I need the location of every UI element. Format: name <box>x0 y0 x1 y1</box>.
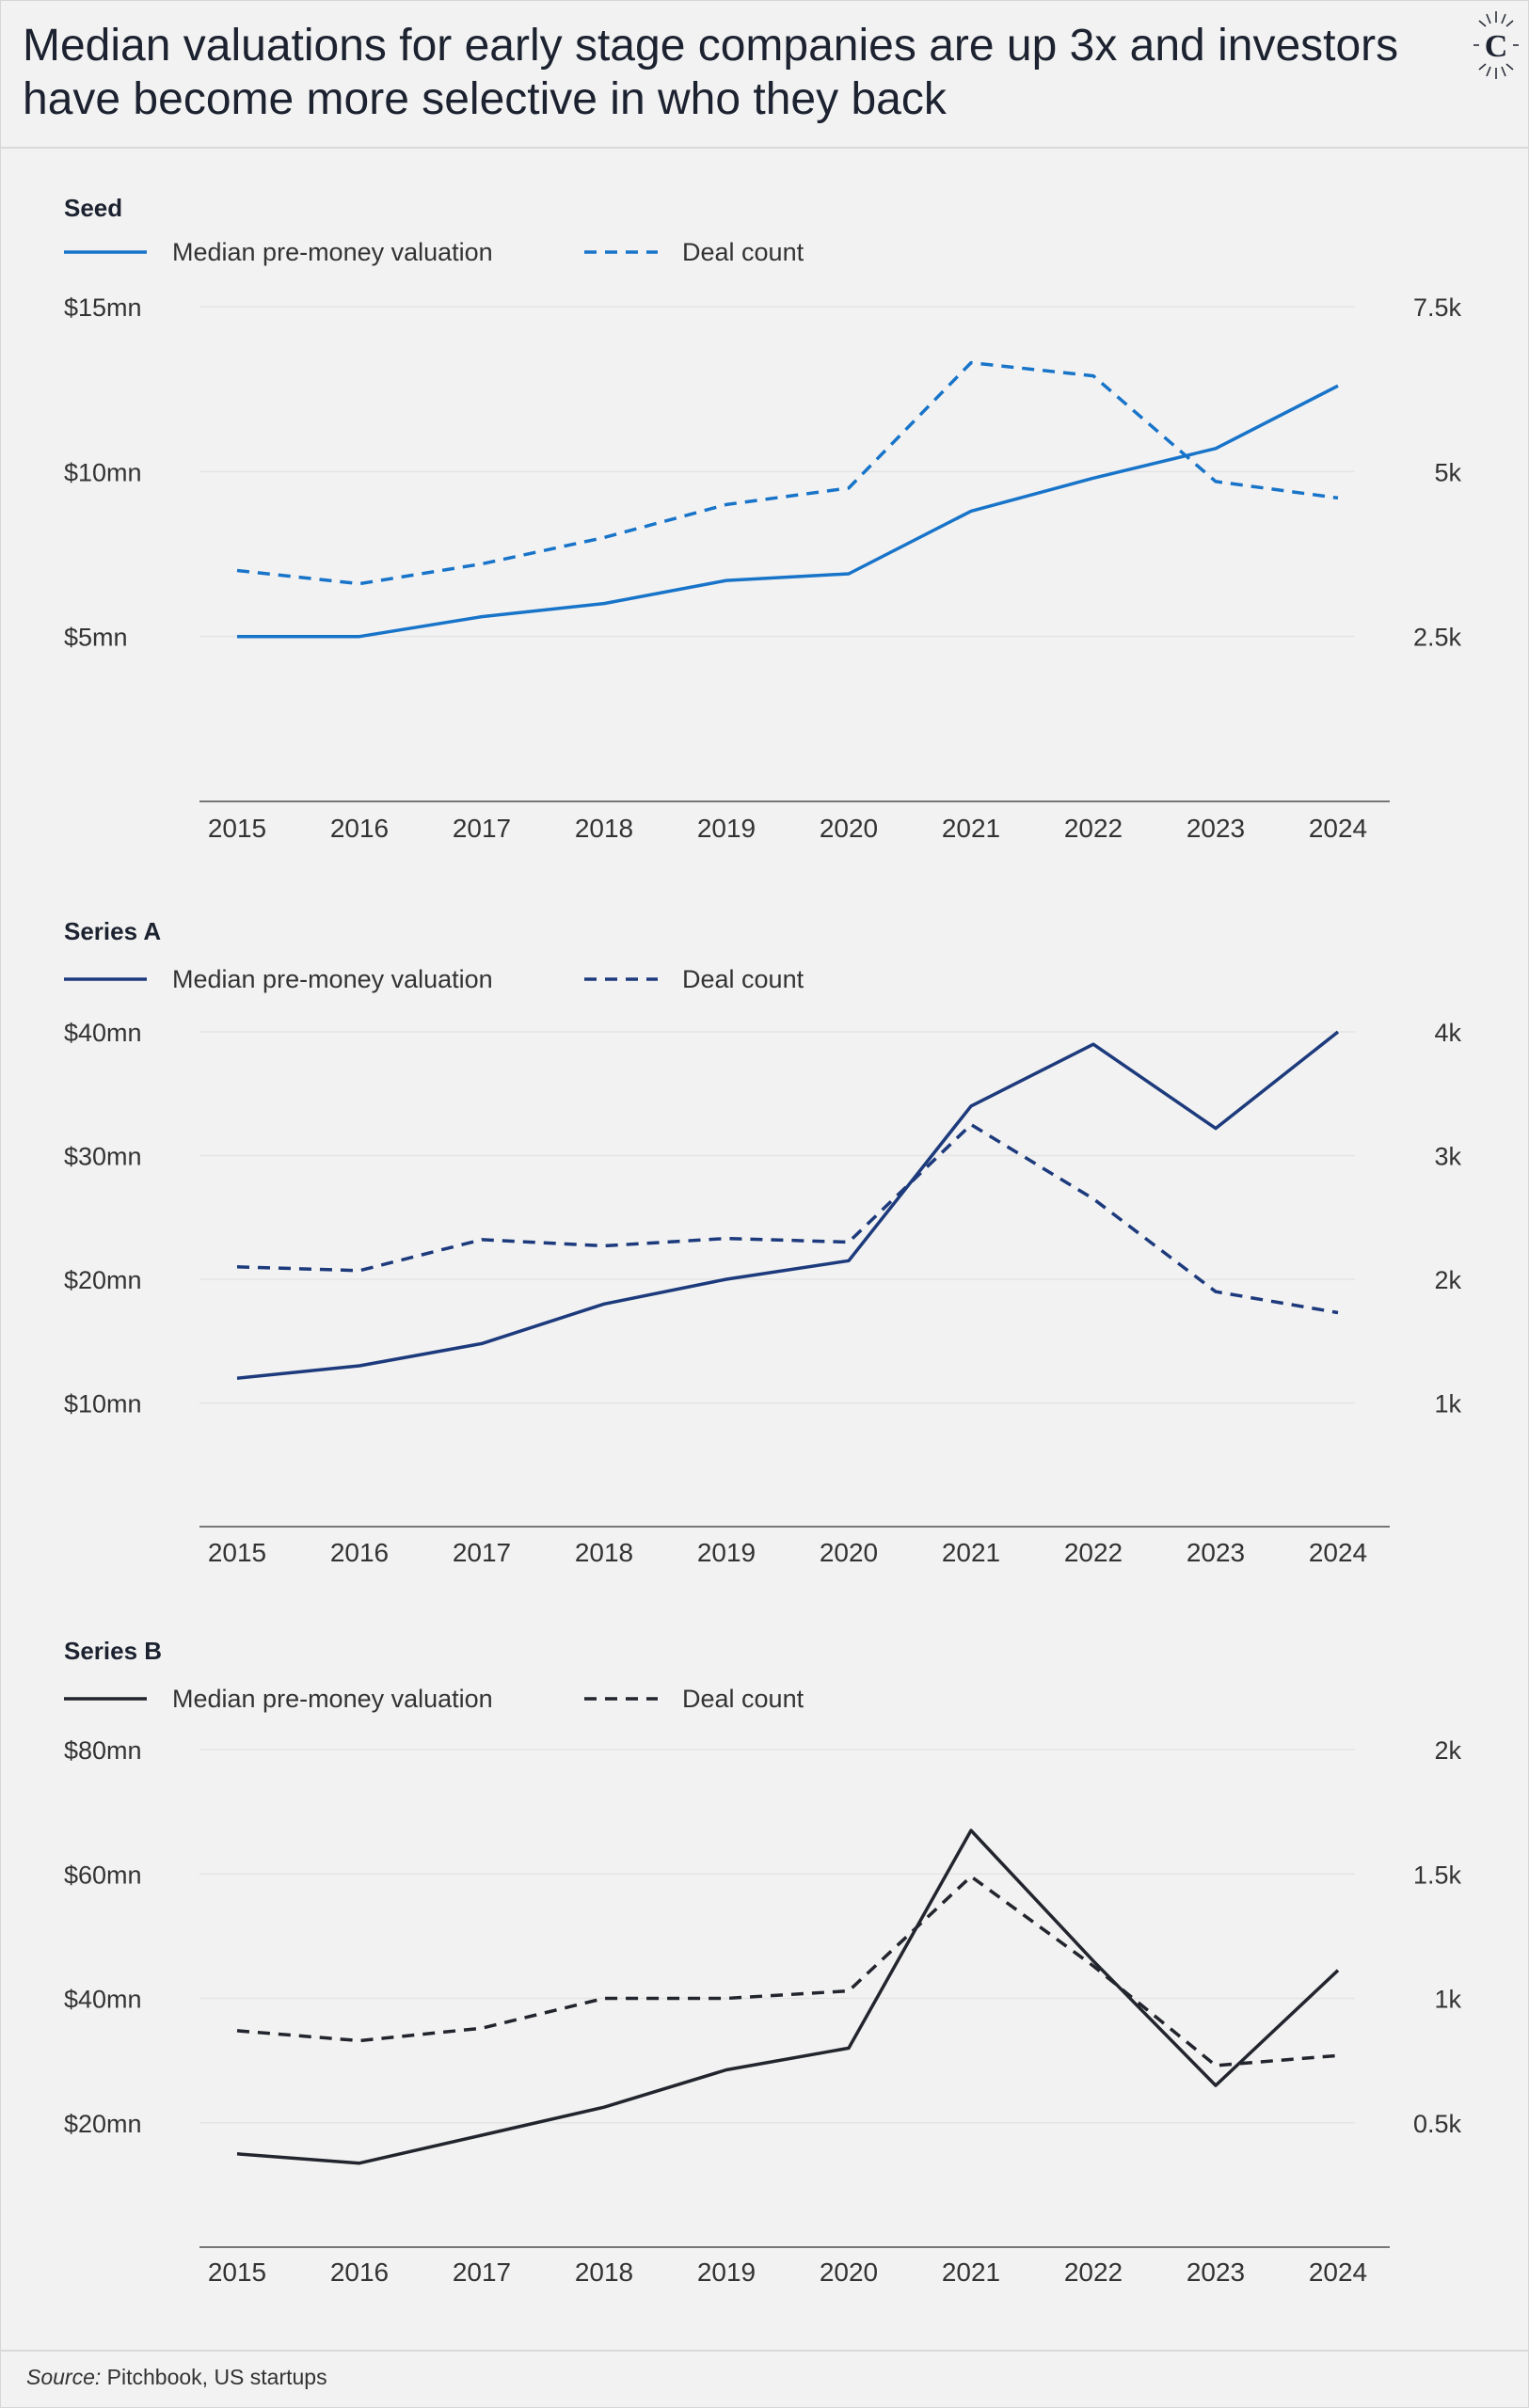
header: Median valuations for early stage compan… <box>0 0 1529 149</box>
valuation-line <box>236 1829 1340 2165</box>
x-tick-label: 2015 <box>208 2258 266 2287</box>
x-tick-label: 2017 <box>453 814 511 843</box>
valuation-line <box>237 384 1339 639</box>
y-right-tick-label: 2.5k <box>1413 624 1462 652</box>
chart-series-a: Series A Median pre-money valuation Deal c… <box>64 917 1461 1567</box>
legend-label: Median pre-money valuation <box>172 965 493 993</box>
chart-seed: Seed Median pre-money valuation Deal count… <box>64 194 1461 843</box>
x-tick-label: 2023 <box>1187 2258 1245 2287</box>
x-tick-label: 2018 <box>575 2258 633 2287</box>
legend-label: Deal count <box>682 238 804 266</box>
y-right-tick-label: 1k <box>1434 1986 1461 2014</box>
y-right-tick-label: 1k <box>1434 1390 1461 1418</box>
x-tick-label: 2016 <box>330 814 389 843</box>
source-text: Pitchbook, US startups <box>101 2365 327 2389</box>
y-left-tick-label: $60mn <box>64 1861 142 1889</box>
x-tick-label: 2021 <box>942 2258 1000 2287</box>
panel-title: Series B <box>64 1637 162 1665</box>
y-right-tick-label: 2k <box>1434 1736 1461 1765</box>
y-right-tick-label: 0.5k <box>1413 2110 1462 2138</box>
x-tick-label: 2023 <box>1187 814 1245 843</box>
x-tick-label: 2019 <box>697 2258 756 2287</box>
x-tick-label: 2018 <box>575 1538 633 1567</box>
panel-title: Series A <box>64 917 161 945</box>
figure-title: Median valuations for early stage compan… <box>23 21 1399 124</box>
y-left-tick-label: $20mn <box>64 2110 142 2138</box>
x-tick-label: 2019 <box>697 1538 756 1567</box>
y-left-tick-label: $40mn <box>64 1019 142 1047</box>
x-tick-label: 2017 <box>453 2258 511 2287</box>
y-right-tick-label: 3k <box>1434 1143 1461 1171</box>
x-tick-label: 2020 <box>820 2258 878 2287</box>
x-tick-label: 2020 <box>820 1538 878 1567</box>
y-right-tick-label: 2k <box>1434 1266 1461 1294</box>
x-tick-label: 2016 <box>330 2258 389 2287</box>
y-left-tick-label: $30mn <box>64 1143 142 1171</box>
x-tick-label: 2018 <box>575 814 633 843</box>
deal-count-line <box>236 1875 1339 2067</box>
x-tick-label: 2021 <box>942 814 1000 843</box>
legend-label: Deal count <box>682 1685 804 1713</box>
sun-logo-icon: C <box>1473 11 1519 79</box>
chart-series-b: Series B Median pre-money valuation Deal c… <box>64 1637 1461 2287</box>
x-tick-label: 2020 <box>820 814 878 843</box>
y-left-tick-label: $10mn <box>64 1390 142 1418</box>
y-left-tick-label: $80mn <box>64 1736 142 1765</box>
y-left-tick-label: $15mn <box>64 293 142 322</box>
legend-label: Deal count <box>682 965 804 993</box>
deal-count-line <box>236 1122 1339 1315</box>
x-tick-label: 2017 <box>453 1538 511 1567</box>
legend: Median pre-money valuation Deal count <box>64 238 804 266</box>
x-tick-label: 2024 <box>1309 2258 1367 2287</box>
y-right-tick-label: 4k <box>1434 1019 1461 1047</box>
y-right-tick-label: 1.5k <box>1413 1861 1462 1889</box>
y-right-tick-label: 7.5k <box>1413 293 1462 322</box>
x-tick-label: 2022 <box>1064 814 1123 843</box>
legend-label: Median pre-money valuation <box>172 1685 493 1713</box>
x-tick-label: 2022 <box>1064 2258 1123 2287</box>
deal-count-line <box>236 360 1339 586</box>
x-tick-label: 2015 <box>208 1538 266 1567</box>
x-tick-label: 2015 <box>208 814 266 843</box>
x-tick-label: 2022 <box>1064 1538 1123 1567</box>
source-label: Source: <box>26 2365 102 2389</box>
x-tick-label: 2016 <box>330 1538 389 1567</box>
x-tick-label: 2023 <box>1187 1538 1245 1567</box>
legend: Median pre-money valuation Deal count <box>64 965 804 993</box>
y-left-tick-label: $10mn <box>64 458 142 486</box>
y-left-tick-label: $20mn <box>64 1266 142 1294</box>
y-left-tick-label: $40mn <box>64 1986 142 2014</box>
logo-letter: C <box>1485 29 1508 64</box>
valuation-line <box>236 1030 1340 1380</box>
y-left-tick-label: $5mn <box>64 624 128 652</box>
source-note: Source: Pitchbook, US startups <box>26 2365 327 2390</box>
x-tick-label: 2021 <box>942 1538 1000 1567</box>
y-right-tick-label: 5k <box>1434 458 1461 486</box>
x-tick-label: 2024 <box>1309 814 1367 843</box>
x-tick-label: 2019 <box>697 814 756 843</box>
panel-title: Seed <box>64 194 122 222</box>
legend-label: Median pre-money valuation <box>172 238 493 266</box>
legend: Median pre-money valuation Deal count <box>64 1685 804 1713</box>
x-tick-label: 2024 <box>1309 1538 1367 1567</box>
footer-divider <box>0 2350 1529 2352</box>
